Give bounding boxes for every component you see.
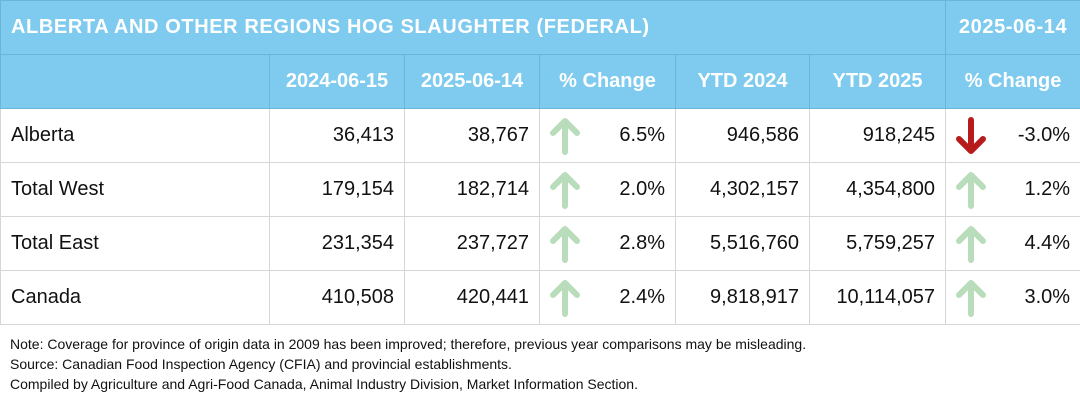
column-header-ytd-change: % Change — [945, 54, 1080, 109]
region-cell: Total East — [0, 216, 270, 271]
ytd-2025-cell: 10,114,057 — [808, 270, 947, 325]
change-value: 1.2% — [1024, 178, 1071, 200]
arrow-up-icon — [956, 280, 987, 317]
ytd-2024-cell: 9,818,917 — [675, 270, 810, 325]
ytd-2024-cell: 4,302,157 — [675, 162, 810, 217]
arrow-up-icon — [550, 172, 580, 209]
week-2025-cell: 420,441 — [404, 270, 540, 325]
title-row: ALBERTA AND OTHER REGIONS HOG SLAUGHTER … — [0, 0, 1080, 55]
ytd-2024-cell: 946,586 — [675, 108, 810, 163]
week-2024-cell: 410,508 — [269, 270, 405, 325]
arrow-up-icon — [550, 280, 580, 317]
column-header-week-2024: 2024-06-15 — [269, 54, 405, 109]
ytd-change-cell: 1.2% — [945, 162, 1080, 217]
week-2025-cell: 38,767 — [404, 108, 540, 163]
change-value: 2.0% — [619, 178, 665, 200]
region-cell: Total West — [0, 162, 270, 217]
table-row: Total West 179,154 182,714 2.0% 4,302,157 4,3… — [0, 162, 1080, 217]
ytd-change-cell: -3.0% — [945, 108, 1080, 163]
footnotes: Note: Coverage for province of origin da… — [10, 334, 806, 394]
hog-slaughter-table: ALBERTA AND OTHER REGIONS HOG SLAUGHTER … — [0, 0, 1080, 325]
week-change-cell: 6.5% — [539, 108, 676, 163]
ytd-2024-cell: 5,516,760 — [675, 216, 810, 271]
change-value: 2.8% — [619, 232, 665, 254]
week-change-cell: 2.8% — [539, 216, 676, 271]
ytd-2025-cell: 918,245 — [808, 108, 947, 163]
table-row: Alberta 36,413 38,767 6.5% 946,586 918,245 -3.… — [0, 108, 1080, 163]
region-cell: Alberta — [0, 108, 270, 163]
column-header-ytd-2024: YTD 2024 — [675, 54, 810, 109]
week-2025-cell: 182,714 — [404, 162, 540, 217]
week-change-cell: 2.0% — [539, 162, 676, 217]
change-value: 6.5% — [619, 124, 665, 146]
week-2025-cell: 237,727 — [404, 216, 540, 271]
report-date: 2025-06-14 — [945, 0, 1080, 55]
week-2024-cell: 231,354 — [269, 216, 405, 271]
coverage-note: Note: Coverage for province of origin da… — [10, 336, 807, 352]
ytd-change-cell: 4.4% — [945, 216, 1080, 271]
arrow-up-icon — [956, 172, 987, 209]
arrow-up-icon — [956, 226, 987, 263]
arrow-down-icon — [956, 117, 987, 154]
region-cell: Canada — [0, 270, 270, 325]
week-2024-cell: 36,413 — [269, 108, 405, 163]
table-row: Canada 410,508 420,441 2.4% 9,818,917 10,114,… — [0, 270, 1080, 325]
column-header-row: 2024-06-15 2025-06-14 % Change YTD 2024 … — [0, 54, 1080, 109]
change-value: 2.4% — [619, 286, 665, 308]
arrow-up-icon — [550, 226, 580, 263]
change-value: 3.0% — [1024, 286, 1071, 308]
column-header-region — [0, 54, 270, 109]
table-title: ALBERTA AND OTHER REGIONS HOG SLAUGHTER … — [0, 0, 947, 55]
ytd-2025-cell: 4,354,800 — [808, 162, 947, 217]
source-note: Source: Canadian Food Inspection Agency … — [10, 356, 512, 372]
column-header-week-change: % Change — [539, 54, 676, 109]
arrow-up-icon — [550, 118, 580, 155]
column-header-week-2025: 2025-06-14 — [404, 54, 540, 109]
ytd-2025-cell: 5,759,257 — [808, 216, 947, 271]
change-value: -3.0% — [1017, 124, 1071, 146]
change-value: 4.4% — [1024, 232, 1071, 254]
table-row: Total East 231,354 237,727 2.8% 5,516,760 5,7… — [0, 216, 1080, 271]
week-change-cell: 2.4% — [539, 270, 676, 325]
ytd-change-cell: 3.0% — [945, 270, 1080, 325]
compiled-by-note: Compiled by Agriculture and Agri-Food Ca… — [10, 376, 638, 392]
week-2024-cell: 179,154 — [269, 162, 405, 217]
column-header-ytd-2025: YTD 2025 — [808, 54, 947, 109]
